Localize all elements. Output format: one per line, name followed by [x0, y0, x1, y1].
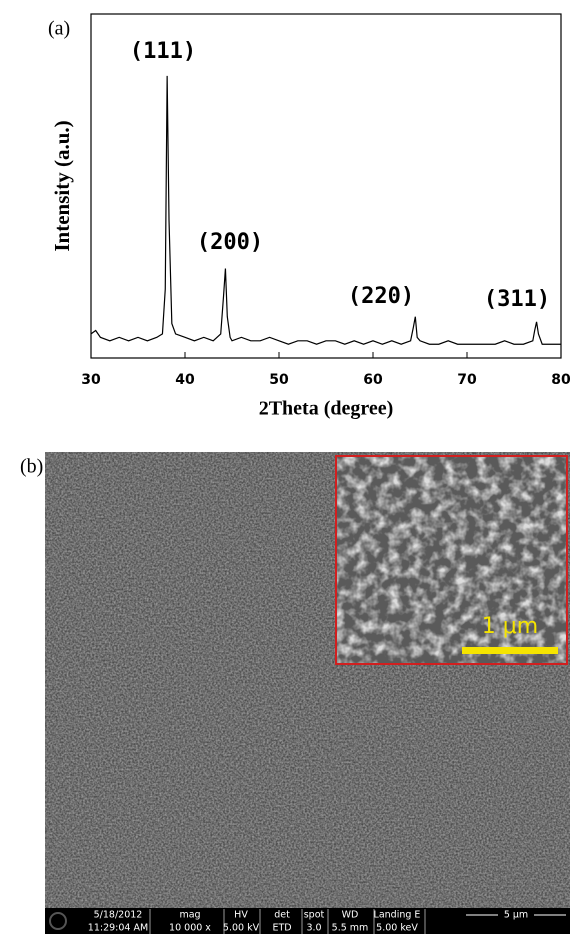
- x-tick-label: 70: [457, 372, 477, 388]
- sem-image: 1 μm 5/18/2012 11:29:04 AM mag 10 000 x HV 5.…: [45, 452, 570, 934]
- panel-label: (b): [20, 456, 43, 478]
- x-tick-label: 60: [363, 372, 383, 388]
- x-tick-label: 80: [551, 372, 570, 388]
- info-label: 5/18/2012: [94, 910, 143, 921]
- x-tick-label: 30: [81, 372, 101, 388]
- peak-label: (200): [197, 230, 263, 255]
- peak-label: (220): [348, 284, 414, 309]
- inset-scale-bar: [462, 647, 558, 654]
- inset-texture: [337, 457, 566, 663]
- info-value: 5.00 keV: [376, 923, 418, 934]
- info-bar: [45, 908, 570, 934]
- x-axis-label: 2Theta (degree): [259, 398, 394, 420]
- info-value: 11:29:04 AM: [88, 923, 148, 934]
- logo: [49, 912, 67, 930]
- info-scale-bg: [498, 909, 534, 921]
- info-value: 10 000 x: [169, 923, 211, 934]
- info-scale-label: 5 μm: [504, 910, 528, 921]
- peak-label: (111): [130, 39, 196, 64]
- info-label: WD: [342, 910, 359, 921]
- info-value: ETD: [272, 923, 291, 934]
- info-label: det: [274, 910, 290, 921]
- y-axis-label: Intensity (a.u.): [50, 120, 74, 251]
- info-fields: 5/18/2012 11:29:04 AM mag 10 000 x HV 5.00 kV…: [49, 909, 566, 934]
- x-tick-label: 40: [175, 372, 195, 388]
- x-tick-label: 50: [269, 372, 289, 388]
- inset-scale-label: 1 μm: [482, 614, 538, 639]
- plot-frame: [90, 13, 562, 359]
- peak-label: (311): [484, 287, 550, 312]
- info-value: 5.5 mm: [332, 923, 369, 934]
- panel-label: (a): [48, 18, 70, 40]
- info-label: HV: [234, 910, 248, 921]
- info-value: 5.00 kV: [223, 923, 260, 934]
- info-label: spot: [304, 910, 325, 921]
- xrd-line: [90, 75, 561, 345]
- info-label: Landing E: [374, 910, 421, 921]
- info-label: mag: [179, 910, 200, 921]
- info-value: 3.0: [306, 923, 321, 934]
